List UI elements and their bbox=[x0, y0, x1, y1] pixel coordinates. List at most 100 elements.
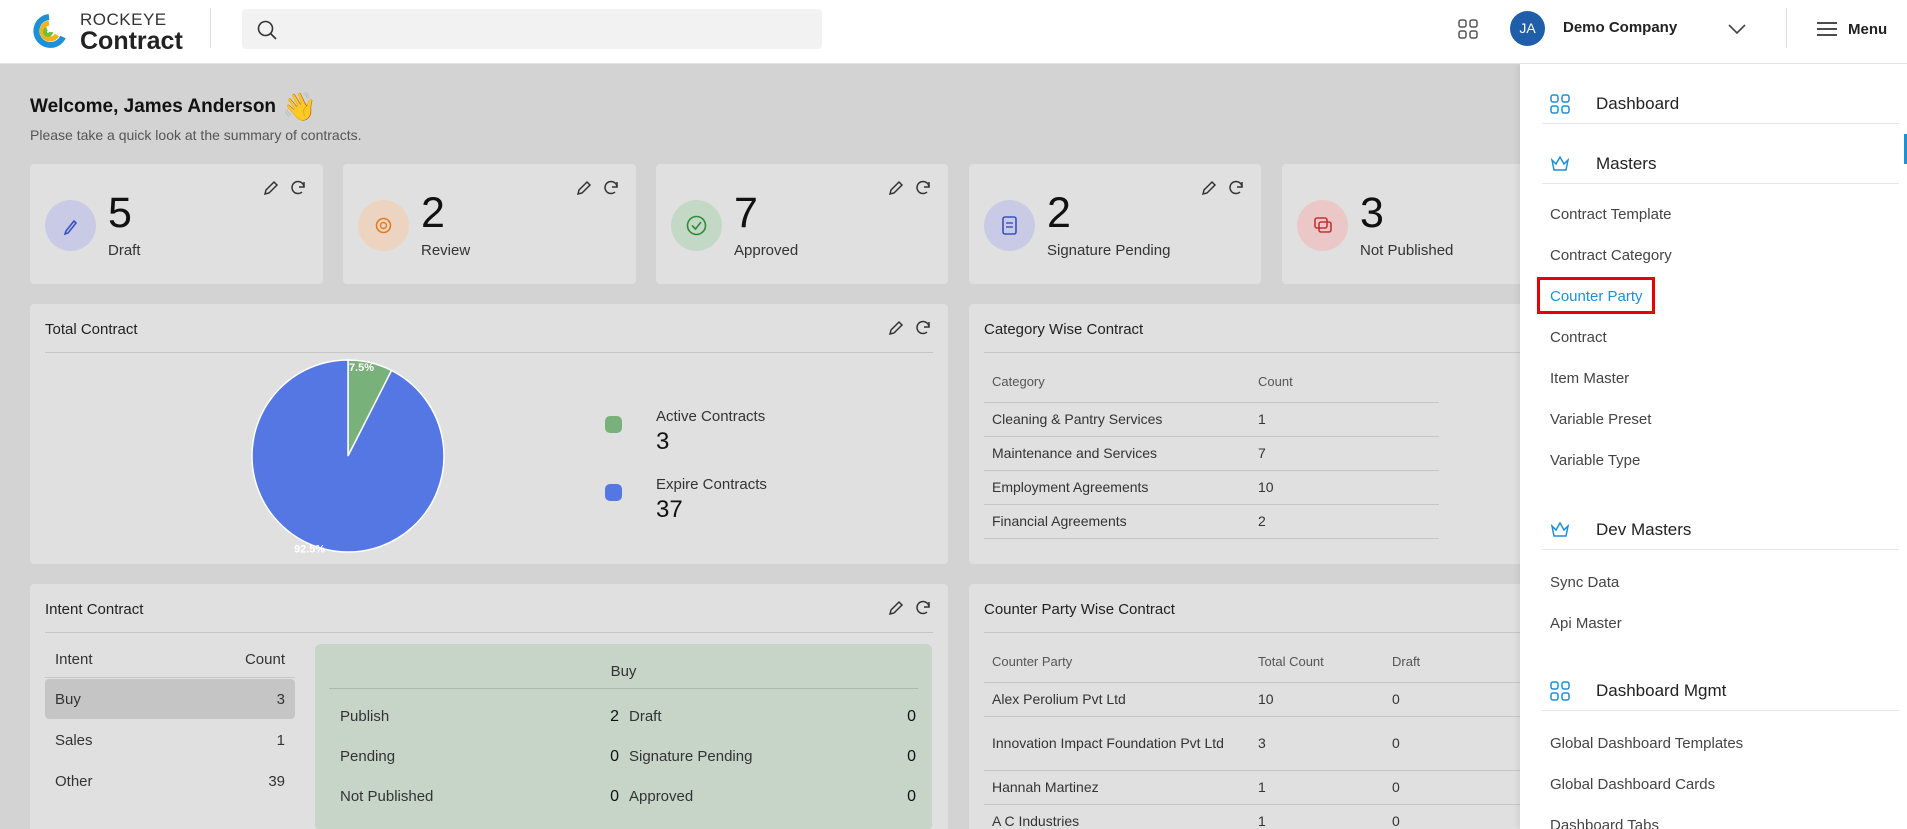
cell: Alex Perolium Pvt Ltd bbox=[984, 682, 1250, 717]
edit-icon[interactable] bbox=[887, 599, 905, 617]
refresh-icon[interactable] bbox=[1227, 179, 1245, 197]
refresh-icon[interactable] bbox=[602, 179, 620, 197]
table-row[interactable]: Employment Agreements 10 bbox=[984, 470, 1439, 505]
detail-label: Approved bbox=[629, 788, 694, 805]
counter-party-wise-card: Counter Party Wise Contract Counter Part… bbox=[969, 584, 1520, 829]
dashboard-grid-icon bbox=[1550, 681, 1570, 701]
review-icon-circle bbox=[358, 200, 409, 251]
refresh-icon[interactable] bbox=[914, 599, 932, 617]
detail-title: Buy bbox=[610, 663, 637, 680]
menu-item-contract-template[interactable]: Contract Template bbox=[1550, 206, 1672, 223]
cell: 0 bbox=[1384, 682, 1520, 717]
detail-label: Publish bbox=[340, 708, 390, 725]
menu-item-global-dashboard-cards[interactable]: Global Dashboard Cards bbox=[1550, 776, 1716, 793]
edit-icon[interactable] bbox=[887, 179, 905, 197]
menu-item-dashboard-tabs[interactable]: Dashboard Tabs bbox=[1550, 817, 1659, 829]
cell: 1 bbox=[1250, 402, 1439, 437]
stat-card-signature-pending[interactable]: 2 Signature Pending bbox=[969, 164, 1261, 284]
edit-icon[interactable] bbox=[887, 319, 905, 337]
detail-value: 0 bbox=[907, 788, 916, 805]
menu-item-global-dashboard-templates[interactable]: Global Dashboard Templates bbox=[1550, 735, 1744, 752]
cell: Buy bbox=[55, 690, 81, 708]
dashboard-main: Welcome, James Anderson 👋 Please take a q… bbox=[0, 64, 1520, 829]
stat-card-not-published[interactable]: 3 Not Published bbox=[1282, 164, 1520, 284]
detail-value: 0 bbox=[610, 788, 619, 805]
menu-item-contract-category[interactable]: Contract Category bbox=[1550, 247, 1672, 264]
intent-contract-card: Intent Contract Intent Count Buy 3 Sales 1 … bbox=[30, 584, 948, 829]
column-header: Category bbox=[984, 362, 1250, 403]
divider bbox=[45, 352, 933, 353]
card-title: Total Contract bbox=[45, 321, 138, 338]
category-table: Category Count Cleaning & Pantry Service… bbox=[984, 362, 1439, 539]
table-row[interactable]: Cleaning & Pantry Services 1 bbox=[984, 402, 1439, 437]
company-selector[interactable]: Demo Company bbox=[1563, 19, 1678, 36]
crown-icon bbox=[1550, 521, 1570, 537]
refresh-icon[interactable] bbox=[914, 319, 932, 337]
menu-section-dashboard-mgmt[interactable]: Dashboard Mgmt bbox=[1550, 681, 1726, 701]
menu-item-variable-type[interactable]: Variable Type bbox=[1550, 452, 1641, 469]
table-row[interactable]: Hannah Martinez 1 0 bbox=[984, 770, 1520, 805]
scrollbar[interactable] bbox=[1904, 134, 1907, 164]
legend-dot-expire bbox=[605, 484, 622, 501]
search-input[interactable] bbox=[242, 9, 822, 49]
stat-value: 2 bbox=[1047, 189, 1071, 237]
pie-percent-label: 92.5% bbox=[294, 544, 325, 556]
counter-party-table: Counter Party Total Count Draft Alex Per… bbox=[984, 642, 1520, 829]
cell: 1 bbox=[1250, 804, 1384, 829]
legend-label: Active Contracts bbox=[656, 408, 766, 425]
table-row[interactable]: A C Industries 1 0 bbox=[984, 804, 1520, 829]
pie-chart: 7.5% 92.5% bbox=[251, 359, 445, 556]
menu-button[interactable]: Menu bbox=[1816, 17, 1887, 41]
not-published-icon-circle bbox=[1297, 200, 1348, 251]
cell: 7 bbox=[1250, 436, 1439, 471]
stat-card-approved[interactable]: 7 Approved bbox=[656, 164, 948, 284]
intent-row-other[interactable]: Other 39 bbox=[45, 761, 295, 801]
intent-row-sales[interactable]: Sales 1 bbox=[45, 720, 295, 760]
legend-label: Expire Contracts bbox=[656, 476, 767, 493]
menu-item-api-master[interactable]: Api Master bbox=[1550, 615, 1622, 632]
table-row[interactable]: Maintenance and Services 7 bbox=[984, 436, 1439, 471]
cell: Hannah Martinez bbox=[984, 770, 1250, 805]
table-row[interactable]: Financial Agreements 2 bbox=[984, 504, 1439, 539]
card-title: Counter Party Wise Contract bbox=[984, 601, 1175, 618]
stat-card-review[interactable]: 2 Review bbox=[343, 164, 636, 284]
menu-section-dev-masters[interactable]: Dev Masters bbox=[1550, 520, 1691, 540]
menu-item-sync-data[interactable]: Sync Data bbox=[1550, 574, 1620, 591]
chevron-down-icon[interactable] bbox=[1727, 19, 1747, 39]
table-row[interactable]: Alex Perolium Pvt Ltd 10 0 bbox=[984, 682, 1520, 717]
detail-value: 0 bbox=[907, 708, 916, 725]
divider bbox=[1542, 183, 1899, 184]
menu-section-masters[interactable]: Masters bbox=[1550, 154, 1656, 174]
apps-grid-icon[interactable] bbox=[1458, 19, 1478, 39]
avatar[interactable]: JA bbox=[1510, 11, 1545, 46]
cell: Other bbox=[55, 772, 93, 790]
divider bbox=[45, 632, 933, 633]
menu-section-dashboard[interactable]: Dashboard bbox=[1550, 94, 1679, 114]
detail-value: 2 bbox=[610, 708, 619, 725]
divider bbox=[1542, 549, 1899, 550]
refresh-icon[interactable] bbox=[289, 179, 307, 197]
logo-mark-icon bbox=[33, 14, 66, 48]
brand-bottom: Contract bbox=[80, 27, 183, 55]
stat-card-draft[interactable]: 5 Draft bbox=[30, 164, 323, 284]
dashboard-grid-icon bbox=[1550, 94, 1570, 114]
signature-icon-circle bbox=[984, 200, 1035, 251]
menu-item-variable-preset[interactable]: Variable Preset bbox=[1550, 411, 1652, 428]
app-logo[interactable]: ROCKEYE Contract bbox=[29, 9, 199, 55]
menu-item-counter-party[interactable]: Counter Party bbox=[1550, 288, 1643, 305]
pie-slice-1[interactable] bbox=[251, 359, 445, 553]
edit-icon[interactable] bbox=[262, 179, 280, 197]
menu-item-item-master[interactable]: Item Master bbox=[1550, 370, 1630, 387]
legend-value: 3 bbox=[656, 428, 670, 455]
menu-item-contract[interactable]: Contract bbox=[1550, 329, 1607, 346]
divider bbox=[1786, 8, 1787, 48]
table-row[interactable]: Innovation Impact Foundation Pvt Ltd 3 0 bbox=[984, 716, 1520, 771]
intent-row-buy[interactable]: Buy 3 bbox=[45, 679, 295, 719]
stat-value: 7 bbox=[734, 189, 758, 237]
edit-icon[interactable] bbox=[575, 179, 593, 197]
refresh-icon[interactable] bbox=[914, 179, 932, 197]
highlight-box bbox=[1537, 277, 1655, 314]
detail-label: Draft bbox=[629, 708, 662, 725]
cell: 3 bbox=[1250, 716, 1384, 771]
edit-icon[interactable] bbox=[1200, 179, 1218, 197]
